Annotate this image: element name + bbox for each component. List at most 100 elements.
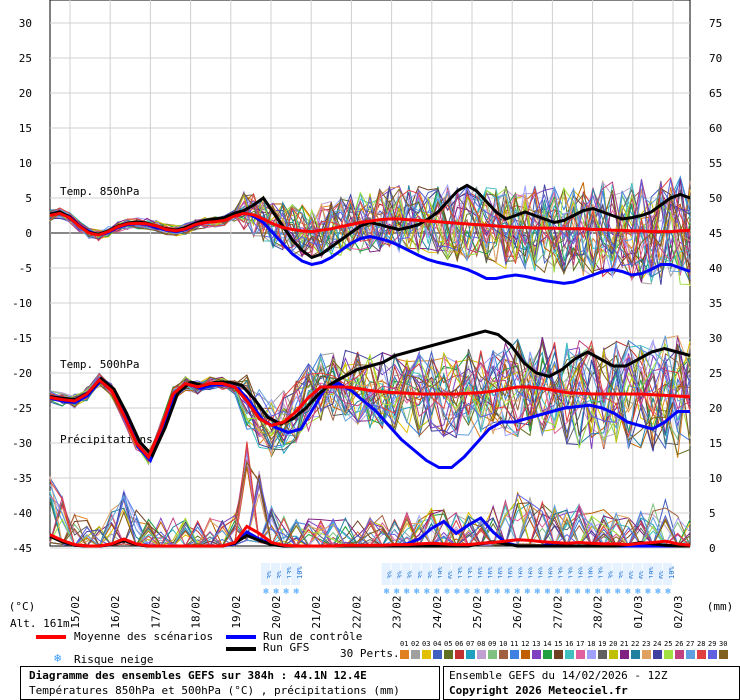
pert-number: 22 xyxy=(631,640,640,648)
pert-color-swatch xyxy=(620,650,629,659)
snow-risk-bg xyxy=(592,563,602,585)
snow-risk-bg xyxy=(391,563,401,585)
snow-risk-icon: ❄ xyxy=(424,587,430,597)
snow-risk-bg xyxy=(441,563,451,585)
y-tick-right: 30 xyxy=(709,332,722,345)
y-tick-right: 5 xyxy=(709,507,716,520)
pert-number: 05 xyxy=(444,640,453,648)
snow-risk-bg xyxy=(492,563,502,585)
pert-number: 19 xyxy=(598,640,607,648)
snow-risk-value: 3% xyxy=(276,570,284,579)
pert-color-swatch xyxy=(477,650,486,659)
pert-number: 17 xyxy=(576,640,585,648)
pert-color-swatch xyxy=(466,650,475,659)
snow-risk-icon: ❄ xyxy=(494,587,500,597)
x-tick-label: 25/02 xyxy=(471,595,484,628)
snow-risk-value: 10% xyxy=(588,566,596,579)
snow-risk-value: 13% xyxy=(598,566,606,579)
snow-risk-bg xyxy=(502,563,512,585)
snow-risk-icon: ❄ xyxy=(273,587,279,597)
snow-risk-value: 6% xyxy=(447,570,455,579)
pert-number: 20 xyxy=(609,640,618,648)
snow-risk-bg xyxy=(652,563,662,585)
snow-risk-bg xyxy=(612,563,622,585)
pert-number: 23 xyxy=(642,640,651,648)
series-t850-mean xyxy=(49,211,691,237)
x-tick-label: 24/02 xyxy=(431,595,444,628)
y-tick-left: 5 xyxy=(25,192,32,205)
y-tick-right: 50 xyxy=(709,192,722,205)
snow-risk-icon: ❄ xyxy=(555,587,561,597)
x-tick-label: 02/03 xyxy=(672,595,685,628)
x-tick-label: 01/03 xyxy=(632,595,645,628)
snow-risk-icon: ❄ xyxy=(545,587,551,597)
y-tick-right: 0 xyxy=(709,542,716,555)
snow-risk-bg xyxy=(401,563,411,585)
snow-risk-icon: ❄ xyxy=(504,587,510,597)
y-tick-right: 25 xyxy=(709,367,722,380)
y-tick-right: 20 xyxy=(709,402,722,415)
snow-risk-value: 16% xyxy=(487,566,495,579)
pert-color-swatch xyxy=(510,650,519,659)
snow-risk-value: 3% xyxy=(266,570,274,579)
legend-control-swatch xyxy=(226,635,256,639)
pert-color-swatch xyxy=(554,650,563,659)
left-unit-label: (°C) xyxy=(9,600,36,613)
pert-color-swatch xyxy=(609,650,618,659)
snow-risk-bg xyxy=(462,563,471,585)
y-tick-left: 10 xyxy=(19,157,32,170)
snow-risk-icon: ❄ xyxy=(384,587,390,597)
snow-risk-bg xyxy=(482,563,492,585)
series-t500-gfs xyxy=(49,329,691,459)
snow-risk-value: 3% xyxy=(417,570,425,579)
snow-risk-icon: ❄ xyxy=(585,587,591,597)
pert-color-swatch xyxy=(576,650,585,659)
pert-color-swatch xyxy=(686,650,695,659)
y-tick-left: -30 xyxy=(12,437,32,450)
y-tick-right: 40 xyxy=(709,262,722,275)
ensemble-member-precip xyxy=(49,450,691,547)
y-tick-left: -45 xyxy=(12,542,32,555)
x-tick-label: 28/02 xyxy=(592,595,605,628)
snow-risk-value: 16% xyxy=(578,566,586,579)
snow-risk-bg xyxy=(663,563,672,585)
pert-number: 27 xyxy=(686,640,695,648)
y-tick-right: 65 xyxy=(709,87,722,100)
y-tick-left: -10 xyxy=(12,297,32,310)
pert-color-swatch xyxy=(455,650,464,659)
snow-risk-bg xyxy=(261,563,270,585)
y-tick-left: 30 xyxy=(19,17,32,30)
snow-risk-bg xyxy=(472,563,482,585)
pert-color-swatch xyxy=(708,650,717,659)
pert-color-swatch xyxy=(631,650,640,659)
pert-color-swatch xyxy=(433,650,442,659)
pert-color-swatch xyxy=(587,650,596,659)
footer-run-box: Ensemble GEFS du 14/02/2026 - 12Z Copyri… xyxy=(443,666,740,700)
snow-risk-icon: ❄ xyxy=(525,587,531,597)
pert-number: 06 xyxy=(455,640,464,648)
x-tick-label: 18/02 xyxy=(190,595,203,628)
snow-risk-value: 3% xyxy=(407,570,415,579)
x-tick-label: 21/02 xyxy=(310,595,323,628)
snow-risk-bg xyxy=(522,563,532,585)
snow-risk-value: 13% xyxy=(467,566,475,579)
snow-risk-bg xyxy=(562,563,572,585)
legend-mean-label: Moyenne des scénarios xyxy=(74,630,214,643)
snow-risk-bg xyxy=(542,563,552,585)
legend-control-label: Run de contrôle xyxy=(263,630,363,643)
y-tick-right: 55 xyxy=(709,157,722,170)
pert-color-swatch xyxy=(444,650,453,659)
y-tick-right: 15 xyxy=(709,437,722,450)
y-tick-left: 0 xyxy=(25,227,32,240)
snow-risk-icon: ❄ xyxy=(434,587,440,597)
snow-risk-bg xyxy=(411,563,421,585)
snow-risk-bg xyxy=(552,563,562,585)
snow-risk-value: 10% xyxy=(668,566,676,579)
snow-risk-icon: ❄ xyxy=(535,587,541,597)
right-unit-label: (mm) xyxy=(707,600,734,613)
snow-risk-bg xyxy=(381,563,391,585)
pert-number: 28 xyxy=(697,640,706,648)
pert-number: 18 xyxy=(587,640,596,648)
